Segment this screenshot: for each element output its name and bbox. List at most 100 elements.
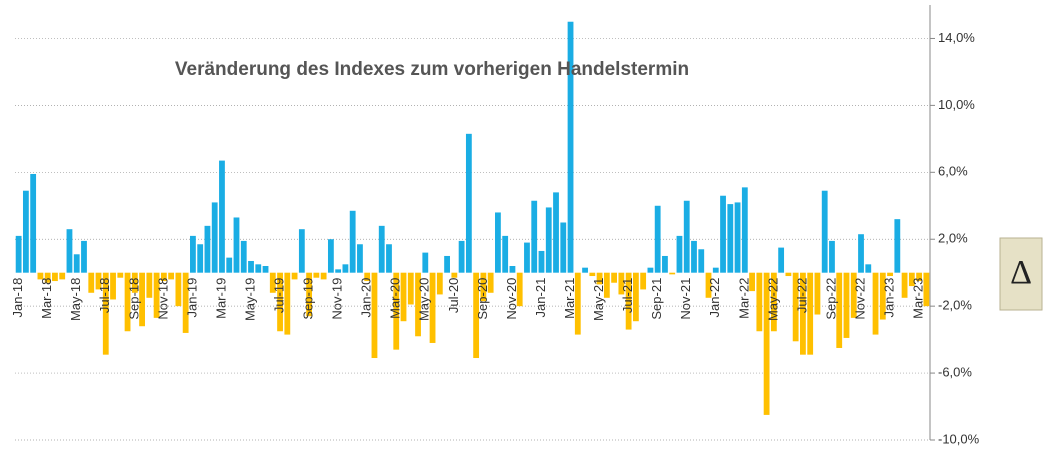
- bar: [371, 272, 378, 359]
- x-tick-label: Jul-22: [794, 278, 809, 313]
- bar: [901, 272, 908, 298]
- bar: [284, 272, 291, 335]
- bar: [153, 272, 160, 318]
- bar: [850, 272, 857, 318]
- bar: [269, 272, 276, 293]
- bar: [553, 192, 559, 273]
- bar: [102, 272, 109, 355]
- bar: [741, 187, 748, 273]
- bar: [887, 272, 893, 277]
- bar: [480, 272, 487, 302]
- bar: [516, 272, 523, 307]
- bar: [204, 225, 211, 273]
- bar: [632, 272, 639, 322]
- bar: [908, 272, 915, 287]
- bar: [603, 272, 610, 298]
- bar: [386, 244, 392, 273]
- bar: [451, 272, 458, 278]
- bar: [720, 195, 726, 273]
- x-tick-label: May-20: [417, 278, 432, 321]
- bar: [669, 272, 676, 275]
- x-tick-label: Sep-19: [301, 278, 316, 320]
- bar: [916, 272, 923, 282]
- chart-title: Veränderung des Indexes zum vorherigen H…: [175, 59, 689, 80]
- bar: [349, 210, 356, 273]
- bar: [458, 240, 465, 273]
- bar: [843, 272, 850, 338]
- bar: [342, 264, 349, 273]
- bar: [291, 272, 298, 280]
- x-tick-label: Jan-23: [881, 278, 896, 318]
- x-tick-label: Mar-22: [736, 278, 751, 319]
- bar: [473, 272, 480, 359]
- bar: [298, 229, 305, 273]
- bar: [313, 272, 320, 278]
- bar: [139, 272, 145, 327]
- bar: [320, 272, 327, 280]
- bar: [277, 272, 283, 332]
- x-tick-label: Mar-19: [213, 278, 228, 319]
- bar: [821, 190, 828, 273]
- bar: [647, 267, 654, 273]
- bar: [37, 272, 44, 280]
- bar: [240, 240, 247, 273]
- delta-badge: [999, 237, 1043, 311]
- bar: [436, 272, 443, 295]
- y-tick-label: -2,0%: [938, 298, 972, 313]
- bar: [124, 272, 131, 332]
- bar: [429, 272, 436, 343]
- bar: [81, 240, 87, 273]
- bar: [226, 257, 233, 273]
- bar: [807, 272, 814, 355]
- bar: [872, 272, 879, 335]
- x-tick-label: Jan-21: [533, 278, 548, 318]
- bar: [618, 272, 625, 295]
- delta-symbol: Δ: [1010, 254, 1032, 291]
- x-tick-label: May-19: [242, 278, 257, 321]
- bar: [30, 173, 37, 273]
- bar: [415, 272, 421, 337]
- bar: [545, 207, 552, 273]
- x-tick-label: Sep-22: [823, 278, 838, 320]
- x-tick-label: Jul-18: [97, 278, 112, 313]
- bar: [560, 222, 567, 273]
- bar: [596, 272, 603, 285]
- bar: [654, 205, 661, 273]
- y-tick-label: 10,0%: [938, 97, 975, 112]
- bar: [785, 272, 792, 277]
- bar: [836, 272, 843, 348]
- bar: [698, 249, 705, 273]
- bar: [567, 21, 574, 273]
- bar: [509, 266, 516, 273]
- x-tick-label: Mar-23: [911, 278, 926, 319]
- bar: [211, 202, 218, 273]
- y-tick-label: 2,0%: [938, 231, 968, 246]
- bar: [175, 272, 182, 307]
- bar: [814, 272, 821, 315]
- bar: [95, 272, 102, 290]
- bar: [327, 239, 334, 273]
- bar: [749, 272, 755, 292]
- bar: [15, 235, 22, 273]
- x-tick-label: Jan-20: [359, 278, 374, 318]
- bar: [734, 202, 741, 273]
- bar: [800, 272, 806, 355]
- bar: [306, 272, 313, 317]
- bar: [73, 254, 80, 273]
- x-tick-label: Sep-20: [475, 278, 490, 320]
- bar: [182, 272, 189, 333]
- x-tick-label: Sep-21: [649, 278, 664, 320]
- bar: [44, 272, 51, 283]
- bar: [778, 247, 785, 273]
- x-tick-label: Nov-22: [852, 278, 867, 320]
- bar: [923, 272, 930, 307]
- bar: [422, 252, 429, 273]
- bar: [705, 272, 712, 298]
- x-tick-label: Sep-18: [126, 278, 141, 320]
- bar: [829, 240, 835, 273]
- bar: [131, 272, 138, 293]
- x-tick-label: Mar-20: [388, 278, 403, 319]
- x-tick-label: Jan-22: [707, 278, 722, 318]
- bar: [582, 267, 588, 273]
